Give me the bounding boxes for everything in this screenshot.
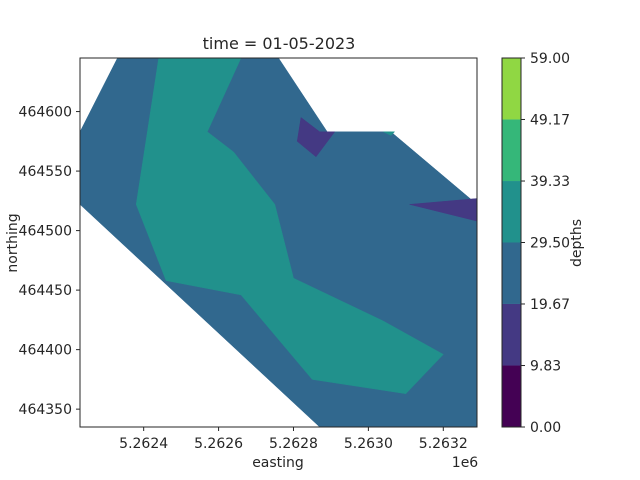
contour-region-2 [135,58,444,394]
x-tick-label: 5.2630 [344,436,393,452]
contour-region-5 [383,131,396,136]
colorbar [501,57,522,428]
colorbar-tick-label: 0.00 [530,420,561,436]
colorbar-segment [502,365,521,427]
colorbar-tick-label: 49.17 [530,112,570,128]
colorbar-segment [502,119,521,182]
x-axis-label: easting [252,455,304,471]
y-tick-label: 464400 [19,343,72,359]
y-tick-label: 464600 [19,105,72,121]
x-axis-ticks: 5.2624 5.2626 5.2628 5.2630 5.2632 [119,427,468,452]
contour-region-3 [296,117,336,158]
colorbar-tick-label: 9.83 [530,359,561,375]
colorbar-segment [502,181,521,243]
x-offset-label: 1e6 [452,455,479,471]
colorbar-tick-label: 19.67 [530,297,570,313]
contour-regions [80,58,477,427]
y-axis-ticks: 464350 464400 464450 464500 464550 464600 [19,105,80,418]
x-tick-label: 5.2628 [269,436,318,452]
contour-region-4 [409,198,477,222]
x-tick-label: 5.2632 [419,436,468,452]
plot-frame [79,57,478,428]
colorbar-tick-label: 39.33 [530,174,570,190]
colorbar-tick-label: 29.50 [530,236,570,252]
x-tick-label: 5.2624 [119,436,168,452]
y-tick-label: 464350 [19,402,72,418]
colorbar-segment [502,242,521,304]
colorbar-tick-label: 59.00 [530,51,570,67]
colorbar-segment [502,303,521,366]
colorbar-ticks: 0.00 9.83 19.67 29.50 39.33 49.17 59.00 [521,51,570,436]
y-axis-label: northing [5,213,21,272]
x-tick-label: 5.2626 [194,436,243,452]
y-tick-label: 464550 [19,164,72,180]
chart-title: time = 01-05-2023 [203,34,356,53]
plot-area [79,57,478,428]
y-tick-label: 464450 [19,283,72,299]
y-tick-label: 464500 [19,224,72,240]
colorbar-segment [502,58,521,120]
colorbar-label: depths [569,219,585,267]
